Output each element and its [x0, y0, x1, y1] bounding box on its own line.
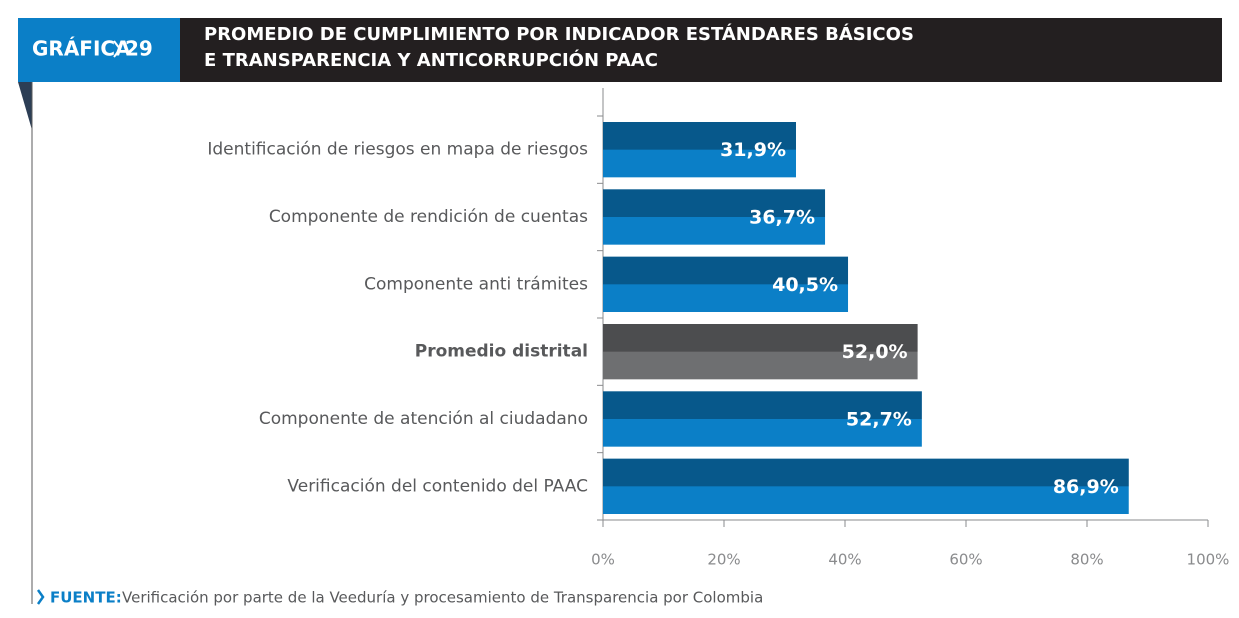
source-chevron [36, 589, 45, 605]
bar [603, 122, 796, 178]
tab-label: GRÁFICA [32, 37, 131, 61]
chart-title: E TRANSPARENCIA Y ANTICORRUPCIÓN PAAC [204, 49, 658, 71]
header-bar [18, 18, 1222, 82]
header-tab [18, 18, 180, 82]
x-tick-label: 100% [1187, 551, 1230, 569]
corner-decoration [18, 82, 32, 130]
bar [603, 391, 922, 447]
category-label: Componente de atención al ciudadano [259, 409, 588, 429]
value-label: 36,7% [749, 207, 815, 229]
bar-shade [603, 189, 826, 217]
x-tick-label: 60% [949, 551, 982, 569]
source-label: FUENTE: [50, 589, 122, 607]
bar-shade [603, 324, 918, 352]
category-label: Componente anti trámites [364, 274, 588, 294]
tab-chevron [113, 40, 122, 58]
value-label: 52,7% [846, 409, 912, 431]
x-tick-label: 40% [828, 551, 861, 569]
x-tick-label: 80% [1070, 551, 1103, 569]
chart-title: PROMEDIO DE CUMPLIMIENTO POR INDICADOR E… [204, 23, 914, 45]
value-label: 86,9% [1053, 476, 1119, 498]
bar [603, 189, 826, 245]
bar-shade [603, 256, 849, 285]
bar [603, 324, 918, 380]
x-tick-label: 0% [591, 551, 615, 569]
category-label: Verificación del contenido del PAAC [287, 476, 588, 496]
category-label: Identificación de riesgos en mapa de rie… [207, 140, 588, 160]
value-label: 31,9% [720, 139, 786, 161]
category-label: Componente de rendición de cuentas [269, 207, 588, 227]
tab-number: 29 [125, 37, 153, 61]
category-label: Promedio distrital [415, 342, 588, 362]
x-tick-label: 20% [707, 551, 740, 569]
value-label: 52,0% [842, 341, 908, 363]
bar [603, 458, 1129, 514]
value-label: 40,5% [772, 274, 838, 296]
source-text: Verificación por parte de la Veeduría y … [122, 589, 763, 607]
bar-shade [603, 391, 922, 419]
bar-shade [603, 122, 796, 150]
bar [603, 256, 849, 312]
bar-shade [603, 458, 1129, 487]
